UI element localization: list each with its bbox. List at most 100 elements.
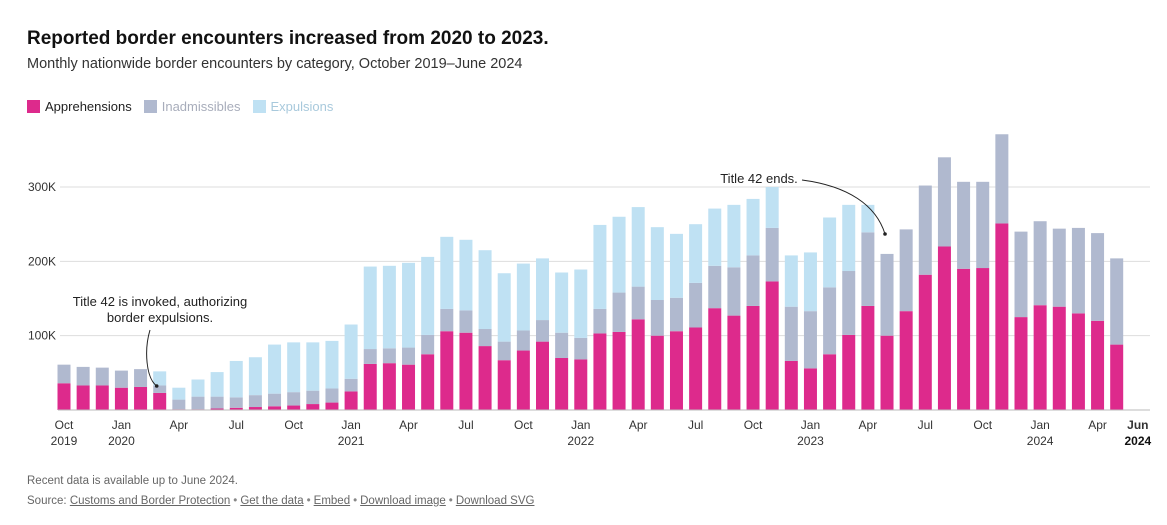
- bar-inadmissibles: [861, 232, 875, 306]
- bar-inadmissibles: [976, 181, 990, 269]
- bar-inadmissibles: [382, 348, 396, 364]
- x-tick-label: Jul: [229, 418, 244, 432]
- bar-inadmissibles: [363, 349, 377, 364]
- bar-apprehensions: [669, 331, 683, 410]
- x-tick-year-label: 2020: [108, 434, 135, 448]
- x-tick-year-label: 2019: [51, 434, 78, 448]
- bar-expulsions: [402, 262, 416, 348]
- x-tick-label: Jan: [112, 418, 131, 432]
- bar-inadmissibles: [95, 367, 109, 386]
- bar-expulsions: [803, 252, 817, 312]
- chart-title: Reported border encounters increased fro…: [27, 28, 549, 49]
- bar-inadmissibles: [842, 271, 856, 335]
- download-image-link[interactable]: Download image: [360, 495, 446, 507]
- bar-expulsions: [765, 187, 779, 228]
- bar-apprehensions: [708, 308, 722, 410]
- x-tick-year-label: 2023: [797, 434, 824, 448]
- annotation-dot: [883, 232, 887, 236]
- bar-inadmissibles: [1033, 221, 1047, 306]
- bar-expulsions: [555, 272, 569, 333]
- bar-apprehensions: [325, 402, 339, 410]
- bar-apprehensions: [76, 385, 90, 410]
- x-tick-label: Apr: [1088, 418, 1107, 432]
- download-svg-link[interactable]: Download SVG: [455, 495, 535, 507]
- bar-expulsions: [248, 357, 262, 396]
- bar-apprehensions: [1014, 317, 1028, 410]
- bar-inadmissibles: [765, 227, 779, 282]
- bar-apprehensions: [937, 246, 951, 410]
- annotation-text: Title 42 is invoked, authorizing: [73, 294, 247, 309]
- bar-inadmissibles: [995, 134, 1009, 224]
- legend-apprehensions[interactable]: Apprehensions: [27, 99, 132, 114]
- get-data-link[interactable]: Get the data: [240, 495, 304, 507]
- bar-apprehensions: [210, 408, 224, 410]
- bar-apprehensions: [421, 354, 435, 410]
- bar-inadmissibles: [937, 157, 951, 247]
- bar-inadmissibles: [57, 364, 71, 384]
- bar-apprehensions: [459, 332, 473, 410]
- bar-apprehensions: [784, 360, 798, 410]
- bar-expulsions: [363, 266, 377, 350]
- bar-inadmissibles: [1110, 258, 1124, 345]
- bar-apprehensions: [402, 364, 416, 410]
- bar-inadmissibles: [784, 306, 798, 361]
- bar-expulsions: [727, 204, 741, 268]
- x-tick-label: Jul: [918, 418, 933, 432]
- embed-link[interactable]: Embed: [313, 495, 351, 507]
- bar-expulsions: [382, 265, 396, 349]
- x-tick-label: Jan: [1030, 418, 1049, 432]
- bar-inadmissibles: [918, 185, 932, 275]
- bar-apprehensions: [536, 341, 549, 410]
- bar-expulsions: [325, 340, 339, 389]
- bar-expulsions: [516, 263, 530, 331]
- bar-inadmissibles: [191, 396, 205, 410]
- stacked-bar-chart: 100K 200K 300K Oct 2019 Jan 2020 Apr Jul Oct Jan 20…: [28, 134, 1152, 448]
- legend-expulsions[interactable]: Expulsions: [252, 99, 333, 114]
- bar-inadmissibles: [669, 297, 683, 332]
- bar-inadmissibles: [746, 255, 760, 306]
- annotation-text: border expulsions.: [107, 310, 213, 325]
- bar-apprehensions: [803, 368, 817, 410]
- bar-inadmissibles: [114, 370, 128, 388]
- chart-subtitle: Monthly nationwide border encounters by …: [27, 56, 523, 72]
- bar-expulsions: [650, 227, 664, 300]
- separator: •: [233, 495, 238, 507]
- bar-inadmissibles: [325, 388, 339, 403]
- x-tick-label: Apr: [629, 418, 648, 432]
- bar-apprehensions: [957, 268, 971, 410]
- bar-inadmissibles: [229, 397, 243, 408]
- x-tick-label: Oct: [55, 418, 74, 432]
- bar-expulsions: [268, 344, 282, 394]
- x-tick-label: Oct: [973, 418, 992, 432]
- bar-expulsions: [593, 224, 607, 309]
- bar-inadmissibles: [555, 332, 569, 358]
- x-tick-year-label: 2021: [338, 434, 365, 448]
- bar-inadmissibles: [172, 399, 186, 410]
- bar-apprehensions: [440, 331, 454, 410]
- bar-apprehensions: [880, 335, 894, 410]
- bar-apprehensions: [134, 386, 148, 410]
- bar-expulsions: [421, 256, 435, 335]
- bar-apprehensions: [57, 383, 71, 410]
- bar-apprehensions: [382, 363, 396, 410]
- bar-apprehensions: [612, 331, 626, 410]
- bar-expulsions: [689, 224, 703, 283]
- separator: •: [448, 495, 453, 507]
- bar-apprehensions: [248, 407, 262, 410]
- bar-expulsions: [612, 216, 626, 293]
- bar-expulsions: [344, 324, 358, 379]
- separator: •: [306, 495, 311, 507]
- x-tick-label: Jan: [801, 418, 820, 432]
- bar-inadmissibles: [421, 334, 435, 355]
- bar-apprehensions: [823, 354, 837, 410]
- bar-inadmissibles: [803, 311, 817, 369]
- source-link[interactable]: Customs and Border Protection: [69, 495, 231, 507]
- legend-inadmissibles[interactable]: Inadmissibles: [143, 99, 241, 114]
- bar-apprehensions: [478, 346, 492, 410]
- bar-inadmissibles: [287, 392, 301, 406]
- bar-apprehensions: [1091, 320, 1105, 410]
- y-tick-label: 100K: [28, 329, 56, 343]
- bar-inadmissibles: [880, 253, 894, 336]
- bar-expulsions: [861, 204, 875, 233]
- bar-inadmissibles: [612, 292, 626, 332]
